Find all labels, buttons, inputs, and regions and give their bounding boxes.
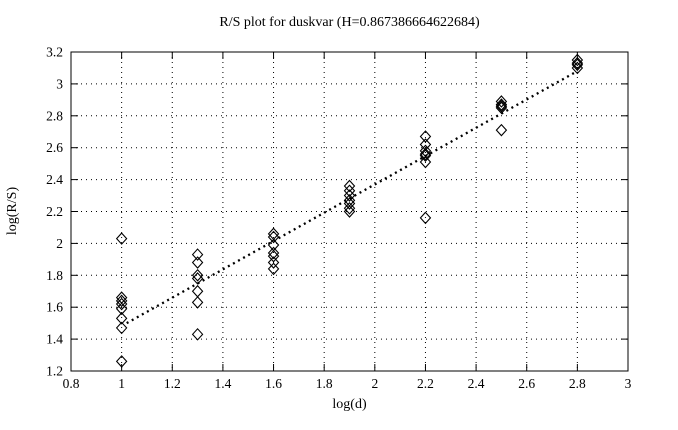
x-tick-label: 2.4	[468, 376, 485, 391]
data-point-diamond	[191, 284, 204, 298]
x-tick-label: 2.2	[417, 376, 434, 391]
y-tick-label: 2.2	[46, 204, 63, 219]
chart-title: R/S plot for duskvar (H=0.86738666462268…	[219, 15, 480, 30]
data-point-diamond	[191, 296, 204, 309]
x-axis-label: log(d)	[332, 397, 367, 412]
data-point-diamond	[191, 272, 204, 285]
data-point-diamond	[343, 189, 356, 202]
x-tick-label: 1	[118, 376, 125, 391]
data-point-diamond	[267, 230, 280, 244]
y-tick-label: 1.6	[46, 300, 63, 315]
data-point-diamond	[267, 256, 280, 269]
data-point-diamond	[571, 58, 584, 72]
data-point-diamond	[495, 101, 508, 115]
data-point-diamond	[115, 312, 128, 325]
plot-frame	[70, 51, 629, 372]
data-point-diamond	[495, 95, 508, 108]
x-tick-label: 2.6	[518, 376, 535, 391]
data-point-diamond	[115, 355, 128, 368]
data-point-diamond	[495, 99, 508, 113]
x-tick-label: 0.8	[63, 376, 80, 391]
y-tick-label: 1.8	[46, 268, 63, 283]
data-point-diamond	[419, 147, 432, 161]
x-tick-label: 2.8	[569, 376, 586, 391]
data-point-diamond	[571, 56, 584, 70]
data-point-diamond	[343, 197, 356, 210]
x-tick-label: 3	[625, 376, 632, 391]
y-tick-label: 2.8	[46, 108, 63, 123]
data-point-diamond	[191, 256, 204, 269]
data-point-diamond	[191, 248, 204, 261]
data-point-diamond	[419, 149, 432, 162]
data-point-diamond	[343, 201, 356, 215]
y-tick-label: 2	[56, 236, 63, 251]
data-point-diamond	[495, 98, 508, 111]
y-tick-label: 3.2	[46, 45, 63, 60]
data-point-diamond	[343, 205, 356, 218]
data-point-diamond	[343, 179, 356, 193]
data-point-diamond	[267, 262, 280, 276]
data-point-diamond	[571, 53, 584, 67]
data-point-diamond	[419, 211, 432, 225]
x-tick-label: 1.4	[214, 376, 231, 391]
data-point-diamond	[495, 123, 508, 137]
data-point-diamond	[343, 184, 356, 198]
y-tick-label: 1.4	[46, 332, 63, 347]
data-point-diamond	[115, 297, 128, 311]
x-tick-label: 1.6	[265, 376, 282, 391]
x-tick-label: 2	[371, 376, 378, 391]
data-point-diamond	[115, 294, 128, 308]
data-point-diamond	[267, 246, 280, 260]
data-point-diamond	[267, 249, 280, 263]
data-point-diamond	[571, 61, 584, 75]
y-tick-label: 3	[56, 76, 63, 91]
data-point-diamond	[191, 268, 204, 282]
x-tick-label: 1.2	[164, 376, 181, 391]
y-axis-label: log(R/S)	[5, 186, 20, 236]
data-point-diamond	[419, 155, 432, 169]
data-point-diamond	[115, 302, 128, 316]
data-point-diamond	[191, 327, 204, 341]
data-point-diamond	[419, 130, 432, 143]
data-point-diamond	[115, 321, 128, 335]
y-tick-label: 2.6	[46, 140, 63, 155]
x-tick-label: 1.8	[316, 376, 333, 391]
data-point-diamond	[115, 232, 128, 245]
y-tick-label: 2.4	[46, 172, 63, 187]
data-point-diamond	[267, 238, 280, 252]
y-tick-label: 1.2	[46, 364, 63, 379]
